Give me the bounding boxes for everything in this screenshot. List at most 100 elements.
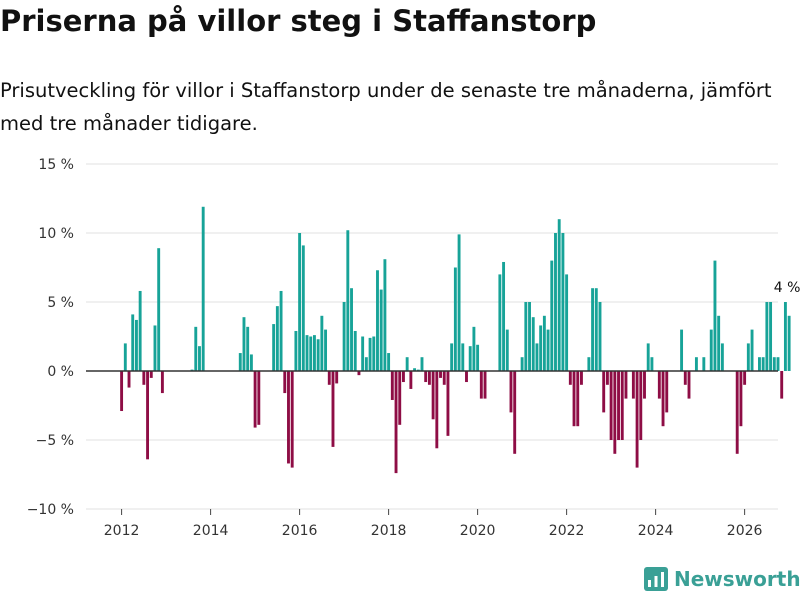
bar xyxy=(390,371,394,400)
bar xyxy=(680,329,684,371)
bar xyxy=(483,371,487,399)
bar xyxy=(275,306,279,371)
bar xyxy=(427,371,431,385)
bar xyxy=(783,302,787,371)
bar xyxy=(476,344,480,371)
bar xyxy=(290,371,294,468)
bar xyxy=(665,371,669,413)
bar xyxy=(720,343,724,371)
bar xyxy=(420,357,424,371)
bar xyxy=(442,371,446,385)
bar xyxy=(301,245,305,371)
bar xyxy=(524,302,528,371)
bar xyxy=(465,371,468,383)
bar xyxy=(498,274,502,371)
bar xyxy=(198,346,201,371)
bar xyxy=(709,329,713,371)
bar xyxy=(353,330,357,371)
chart-title: Priserna på villor steg i Staffanstorp xyxy=(0,4,597,38)
bar xyxy=(357,371,361,376)
bar xyxy=(613,371,617,454)
bar xyxy=(435,371,439,449)
bar xyxy=(750,329,754,371)
bar xyxy=(702,357,706,371)
bar xyxy=(687,371,691,399)
x-tick-label: 2026 xyxy=(727,523,763,539)
bar xyxy=(735,371,739,454)
bar xyxy=(342,302,346,371)
bar xyxy=(617,371,620,440)
bar xyxy=(312,335,316,371)
bar xyxy=(335,371,339,384)
y-tick-label: 10 % xyxy=(38,226,74,242)
bar xyxy=(546,329,550,371)
bar xyxy=(120,371,124,412)
bar xyxy=(327,371,331,385)
bar xyxy=(350,288,353,371)
bar xyxy=(539,325,543,371)
bar xyxy=(253,371,257,428)
bar xyxy=(294,330,298,371)
x-tick-label: 2024 xyxy=(638,523,674,539)
bar xyxy=(513,371,517,454)
bar xyxy=(131,314,135,371)
bar xyxy=(368,337,372,371)
bar xyxy=(758,357,761,371)
bar xyxy=(502,261,506,371)
bar xyxy=(457,234,461,371)
bar xyxy=(472,326,476,371)
bar xyxy=(331,371,335,447)
bar xyxy=(769,302,773,371)
bar xyxy=(746,343,750,371)
x-tick-label: 2018 xyxy=(371,523,407,539)
bar xyxy=(591,288,595,371)
bar xyxy=(594,288,598,371)
bar xyxy=(505,329,509,371)
bar xyxy=(439,371,442,378)
bar xyxy=(609,371,613,440)
bar xyxy=(298,233,302,371)
bar xyxy=(194,326,198,371)
bar xyxy=(772,357,776,371)
bar xyxy=(542,315,546,371)
bar xyxy=(446,371,450,436)
bar xyxy=(242,317,246,371)
bar-chart: −10 % −5 % 0 % 5 % 10 % 15 % 2012 2014 2016 2018 2… xyxy=(27,157,800,539)
bar xyxy=(743,371,747,385)
bar xyxy=(246,326,250,371)
bar xyxy=(639,371,643,440)
chart-subtitle: Prisutveckling för villor i Staffanstorp… xyxy=(0,79,772,135)
bar xyxy=(739,371,743,427)
bar xyxy=(520,357,524,371)
bar xyxy=(138,290,142,371)
bar xyxy=(394,371,398,474)
newsworthy-logo-icon xyxy=(644,567,668,591)
bar xyxy=(424,371,428,383)
bar xyxy=(157,248,161,371)
x-tick-label: 2012 xyxy=(104,523,140,539)
bar xyxy=(379,289,383,371)
bar xyxy=(387,353,391,371)
bar xyxy=(643,371,646,399)
bar xyxy=(201,206,205,371)
bar xyxy=(713,260,717,371)
brand-logo: Newsworthy xyxy=(644,567,800,591)
bar xyxy=(565,274,569,371)
bar xyxy=(160,371,164,394)
bar xyxy=(149,371,153,378)
bar xyxy=(624,371,628,399)
bar xyxy=(683,371,687,385)
bar xyxy=(598,302,602,371)
bar xyxy=(413,368,417,371)
bar xyxy=(305,335,309,371)
bar xyxy=(580,371,583,385)
bar xyxy=(765,302,769,371)
bar xyxy=(657,371,661,399)
bar xyxy=(401,371,405,383)
x-tick-label: 2020 xyxy=(460,523,496,539)
bar xyxy=(787,315,791,371)
bar xyxy=(535,343,539,371)
bar xyxy=(287,371,290,464)
bar xyxy=(364,357,368,371)
bar xyxy=(272,324,276,371)
